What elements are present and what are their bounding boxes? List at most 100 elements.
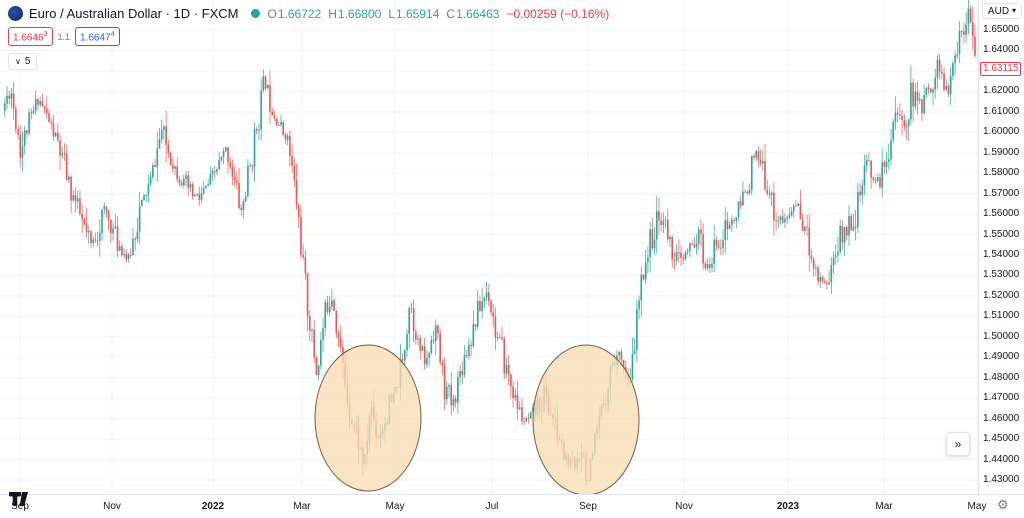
candle-body (337, 333, 340, 338)
candle-body (421, 346, 424, 351)
currency-selector[interactable]: AUD ▾ (982, 3, 1022, 19)
candle-body (72, 195, 75, 201)
candle-body (74, 195, 77, 202)
candle-body (415, 331, 417, 340)
candle-body (742, 191, 744, 206)
candle-body (921, 99, 923, 114)
candle-body (81, 213, 83, 220)
bid-ask-row: 1.66463 1.1 1.66474 (8, 27, 609, 47)
candle-body (947, 85, 950, 95)
candle-body (706, 264, 709, 269)
candle-body (271, 111, 274, 116)
candle-body (163, 126, 165, 130)
candle-body (191, 184, 194, 197)
candle-body (443, 365, 446, 400)
candle-body (465, 354, 468, 357)
candle-body (297, 204, 300, 218)
candle-body (231, 167, 234, 177)
symbol-title[interactable]: Euro / Australian Dollar · 1D · FXCM (29, 6, 239, 21)
candle-body (971, 22, 974, 37)
scroll-to-realtime-button[interactable]: » (946, 432, 970, 456)
price-axis[interactable]: AUD ▾ 1.650001.640001.630001.620001.6100… (978, 0, 1024, 494)
candle-body (649, 229, 651, 258)
candle-body (505, 365, 508, 374)
settings-icon[interactable]: ⚙ (997, 497, 1009, 512)
sell-button[interactable]: 1.66463 (8, 27, 53, 47)
chart-pane[interactable]: Euro / Australian Dollar · 1D · FXCM O 1.… (0, 0, 978, 494)
candle-body (19, 134, 22, 158)
candle-body (92, 239, 94, 243)
candle-body (308, 316, 311, 331)
time-tick-label: Sep (11, 501, 29, 512)
candle-body (733, 219, 735, 221)
candle-body (432, 339, 435, 341)
candle-body (848, 215, 850, 236)
candle-body (322, 328, 324, 340)
candle-body (925, 87, 928, 96)
candle-body (454, 398, 457, 403)
price-tick-label: 1.57000 (983, 187, 1020, 199)
candle-body (801, 219, 804, 232)
low-value: 1.65914 (396, 6, 440, 21)
candle-body (452, 398, 455, 406)
legend-collapse-button[interactable]: ∨ 5 (8, 53, 38, 71)
candles-layer (4, 0, 976, 486)
candle-body (808, 227, 811, 256)
candle-body (839, 225, 841, 253)
candle-body (320, 339, 322, 366)
candle-body (280, 121, 282, 126)
price-tick-label: 1.54000 (983, 249, 1020, 260)
candle-body (470, 344, 472, 347)
candle-body (244, 196, 247, 202)
candle-body (28, 112, 30, 134)
candle-body (633, 350, 636, 355)
candle-body (238, 183, 240, 208)
candle-body (331, 300, 333, 307)
candle-body (717, 246, 720, 248)
candle-body (145, 194, 148, 196)
time-tick-label: 2022 (201, 501, 225, 512)
pattern-ellipse[interactable] (532, 344, 640, 494)
time-tick-label: Jul (485, 501, 499, 512)
candle-body (311, 329, 313, 331)
market-status-icon[interactable] (250, 9, 260, 18)
candle-body (739, 201, 742, 206)
candle-body (510, 374, 512, 387)
candle-body (286, 135, 289, 140)
candle-body (702, 234, 704, 264)
candle-body (660, 220, 662, 225)
tradingview-logo[interactable] (9, 492, 31, 512)
candle-body (63, 153, 66, 155)
candle-body (945, 85, 948, 90)
candle-body (10, 93, 13, 99)
price-tick-label: 1.62000 (983, 85, 1020, 97)
pattern-ellipse[interactable] (314, 344, 422, 492)
candle-body (936, 59, 939, 78)
candle-body (101, 209, 103, 234)
candle-body (967, 8, 970, 25)
candle-body (295, 180, 298, 205)
open-value: 1.66722 (277, 6, 322, 21)
candle-body (79, 198, 81, 214)
candle-body (26, 130, 28, 134)
candle-body (152, 165, 154, 178)
buy-button[interactable]: 1.66474 (75, 27, 120, 47)
price-chart[interactable] (0, 0, 978, 494)
time-axis[interactable]: Sep Nov 2022 Mar May Jul Sep Nov 2023 Mar May (0, 494, 1024, 518)
price-tick-label: 1.44000 (983, 453, 1020, 465)
candle-body (123, 253, 125, 256)
candle-body (779, 216, 782, 221)
candle-body (675, 252, 678, 261)
candle-body (242, 201, 245, 211)
hidden-items-count: 5 (24, 56, 31, 68)
candle-body (693, 244, 696, 248)
candle-body (828, 282, 830, 285)
time-tick-label: Mar (293, 501, 311, 512)
candle-body (521, 407, 523, 422)
candle-body (30, 112, 33, 114)
candle-body (207, 184, 209, 186)
candle-body (213, 171, 216, 173)
candle-body (317, 365, 320, 375)
candle-body (264, 76, 267, 89)
candle-body (503, 338, 506, 374)
